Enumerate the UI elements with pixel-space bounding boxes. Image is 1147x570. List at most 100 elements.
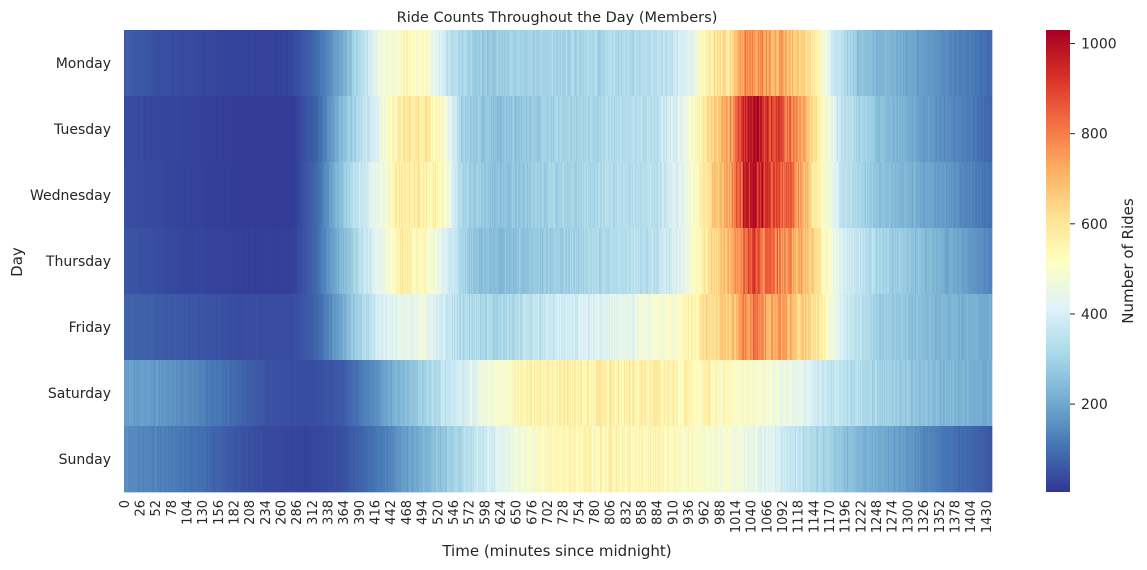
heatmap-cell xyxy=(887,30,889,97)
heatmap-cell xyxy=(704,96,706,163)
heatmap-cell xyxy=(630,96,632,163)
heatmap-cell xyxy=(872,96,873,163)
heatmap-cell xyxy=(469,228,471,295)
heatmap-cell xyxy=(511,96,513,163)
heatmap-cell xyxy=(620,30,622,97)
heatmap-cell xyxy=(465,228,467,295)
heatmap-cell xyxy=(239,228,241,295)
heatmap-cell xyxy=(876,30,878,97)
heatmap-cell xyxy=(934,162,936,229)
heatmap-cell xyxy=(495,30,497,97)
heatmap-cell xyxy=(560,162,562,229)
heatmap-cell xyxy=(762,96,764,163)
heatmap-cell xyxy=(984,162,986,229)
heatmap-cell xyxy=(793,162,795,229)
heatmap-cell xyxy=(917,96,919,163)
heatmap-cell xyxy=(958,96,960,163)
heatmap-cell xyxy=(468,30,470,97)
heatmap-cell xyxy=(839,96,841,163)
heatmap-cell xyxy=(626,162,628,229)
heatmap-cell xyxy=(260,96,262,163)
heatmap-cell xyxy=(148,30,150,97)
heatmap-cell xyxy=(712,96,714,163)
heatmap-cell xyxy=(672,96,674,163)
heatmap-cell xyxy=(580,30,582,97)
heatmap-cell xyxy=(547,162,549,229)
heatmap-cell xyxy=(562,162,564,229)
heatmap-cell xyxy=(642,162,644,229)
heatmap-cell xyxy=(229,30,231,97)
heatmap-cell xyxy=(761,30,763,97)
heatmap-cell xyxy=(507,30,509,97)
heatmap-cell xyxy=(255,30,257,97)
heatmap-cell xyxy=(835,96,837,163)
heatmap-cell xyxy=(312,96,314,163)
heatmap-cell xyxy=(288,228,290,295)
heatmap-cell xyxy=(873,96,875,163)
heatmap-cell xyxy=(966,96,968,163)
heatmap-cell xyxy=(446,228,448,295)
heatmap-cell xyxy=(729,96,731,163)
heatmap-cell xyxy=(850,96,852,163)
heatmap-cell xyxy=(601,30,603,97)
heatmap-cell xyxy=(353,228,355,295)
heatmap-cell xyxy=(492,30,494,97)
heatmap-cell xyxy=(168,162,169,229)
heatmap-cell xyxy=(832,162,834,229)
heatmap-cell xyxy=(793,96,795,163)
heatmap-cell xyxy=(230,30,232,97)
heatmap-cell xyxy=(180,162,182,229)
heatmap-cell xyxy=(427,96,429,163)
heatmap-cell xyxy=(133,162,134,229)
heatmap-cell xyxy=(255,228,257,295)
heatmap-cell xyxy=(587,162,589,229)
heatmap-cell xyxy=(526,228,528,295)
heatmap-cell xyxy=(600,96,602,163)
heatmap-cell xyxy=(131,96,133,163)
heatmap-cell xyxy=(918,162,920,229)
heatmap-cell xyxy=(655,162,657,229)
heatmap-cell xyxy=(453,162,455,229)
heatmap-cell xyxy=(988,162,990,229)
heatmap-cell xyxy=(154,162,156,229)
heatmap-cell xyxy=(607,30,609,97)
heatmap-cell xyxy=(381,162,383,229)
heatmap-cell xyxy=(879,96,881,163)
heatmap-cell xyxy=(510,228,512,295)
heatmap-cell xyxy=(699,162,701,229)
heatmap-cell xyxy=(937,96,939,163)
heatmap-cell xyxy=(496,162,498,229)
heatmap-cell xyxy=(151,96,153,163)
heatmap-cell xyxy=(148,162,150,229)
heatmap-cell xyxy=(422,30,424,97)
heatmap-cell xyxy=(952,96,954,163)
heatmap-cell xyxy=(485,30,487,97)
heatmap-cell xyxy=(821,30,823,97)
heatmap-cell xyxy=(318,30,320,97)
heatmap-cell xyxy=(682,96,684,163)
heatmap-cell xyxy=(485,228,487,295)
heatmap-cell xyxy=(723,30,725,97)
heatmap-cell xyxy=(485,228,487,295)
heatmap-cell xyxy=(333,30,335,97)
heatmap-cell xyxy=(236,228,238,295)
heatmap-cell xyxy=(138,96,140,163)
heatmap-cell xyxy=(187,96,189,163)
heatmap-cell xyxy=(333,228,335,295)
heatmap-cell xyxy=(459,30,461,97)
heatmap-cell xyxy=(585,96,587,163)
heatmap-cell xyxy=(645,162,647,229)
heatmap-cell xyxy=(498,162,500,229)
heatmap-cell xyxy=(281,228,283,295)
heatmap-cell xyxy=(837,30,839,97)
heatmap-cell xyxy=(139,228,141,295)
heatmap-cell xyxy=(412,30,414,97)
heatmap-cell xyxy=(346,228,348,295)
heatmap-cell xyxy=(401,228,403,295)
heatmap-cell xyxy=(230,162,232,229)
heatmap-cell xyxy=(269,96,271,163)
heatmap-cell xyxy=(175,96,177,163)
heatmap-cell xyxy=(565,162,567,229)
heatmap-cell xyxy=(829,96,831,163)
heatmap-cell xyxy=(770,162,772,229)
